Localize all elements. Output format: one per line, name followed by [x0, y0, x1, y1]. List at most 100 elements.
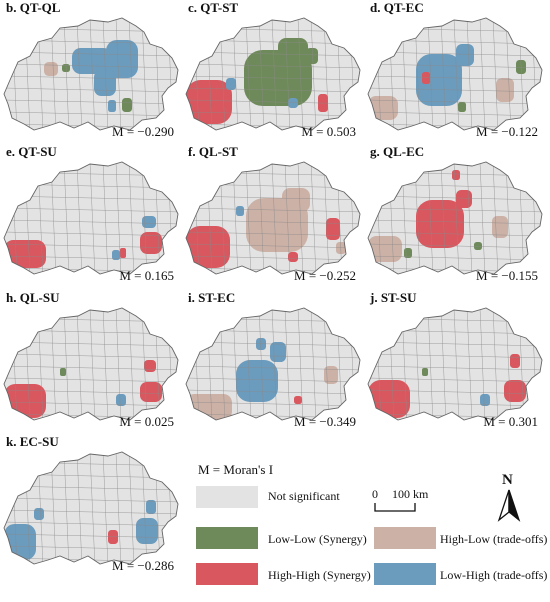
- moran-value-k: M = −0.286: [112, 558, 174, 573]
- cluster-patch-lh: [34, 508, 44, 520]
- north-arrow-icon: [497, 489, 521, 522]
- panel-title-f: f. QL-ST: [188, 144, 238, 159]
- cluster-patch-lh: [456, 44, 474, 66]
- north-label: N: [502, 472, 513, 488]
- cluster-patch-lh: [146, 500, 156, 514]
- moran-value-i: M = −0.349: [294, 414, 356, 429]
- moran-value-h: M = 0.025: [119, 414, 174, 429]
- panel-title-i: i. ST-EC: [188, 290, 236, 305]
- region-outline: [4, 452, 178, 564]
- panel-title-h: h. QL-SU: [6, 290, 60, 305]
- cluster-patch-ll: [474, 242, 482, 250]
- panel-title-k: k. EC-SU: [6, 434, 59, 449]
- panel-title-b: b. QT-QL: [6, 0, 61, 15]
- map-svg-f: [185, 161, 361, 275]
- map-svg-c: [185, 17, 361, 131]
- cluster-patch-lh: [106, 40, 138, 78]
- moran-value-g: M = −0.155: [476, 268, 538, 283]
- swatch-low-high: [374, 563, 436, 585]
- region-outline: [368, 308, 542, 420]
- cluster-patch-ll: [404, 248, 412, 258]
- panel-title-d: d. QT-EC: [370, 0, 424, 15]
- cluster-patch-hh: [120, 248, 126, 258]
- cluster-patch-lh: [108, 100, 116, 112]
- moran-value-j: M = 0.301: [483, 414, 538, 429]
- moran-value-c: M = 0.503: [301, 124, 356, 139]
- map-svg-j: [367, 307, 543, 421]
- map-panel-b: b. QT-QL M = −0.290: [2, 0, 180, 142]
- scale-distance-label: 100 km: [392, 487, 429, 501]
- swatch-not-significant: [196, 486, 258, 508]
- cluster-patch-hh: [456, 190, 472, 208]
- cluster-patch-ll: [60, 368, 66, 376]
- map-svg-b: [3, 17, 179, 131]
- cluster-patch-hl: [44, 62, 58, 76]
- panel-title-j: j. ST-SU: [370, 290, 417, 305]
- cluster-patch-hl: [336, 242, 346, 254]
- scale-bar: [374, 503, 416, 512]
- cluster-patch-lh: [116, 394, 126, 406]
- map-svg-k: [3, 451, 179, 565]
- region-outline: [4, 308, 178, 420]
- legend-label-low-high: Low-High (trade-offs): [440, 568, 548, 582]
- map-panel-k: k. EC-SU M = −0.286: [2, 434, 180, 576]
- cluster-patch-lh: [236, 206, 244, 216]
- map-panel-f: f. QL-ST M = −0.252: [184, 144, 362, 286]
- map-panel-d: d. QT-EC M = −0.122: [366, 0, 544, 142]
- swatch-high-high: [196, 563, 258, 585]
- map-panel-g: g. QL-EC M = −0.155: [366, 144, 544, 286]
- cluster-patch-hh: [294, 396, 302, 404]
- cluster-patch-lh: [226, 78, 236, 90]
- cluster-patch-hh: [510, 354, 520, 368]
- cluster-patch-lh: [270, 342, 286, 362]
- map-svg-g: [367, 161, 543, 275]
- cluster-patch-hl: [324, 366, 338, 384]
- cluster-patch-lh: [416, 54, 462, 106]
- cluster-patch-hh: [140, 232, 162, 254]
- cluster-patch-hh: [186, 80, 232, 124]
- moran-value-b: M = −0.290: [112, 124, 174, 139]
- swatch-low-low: [196, 527, 258, 549]
- moran-definition: M = Moran's I: [198, 462, 274, 477]
- cluster-patch-ll: [278, 38, 308, 62]
- swatch-high-low: [374, 527, 436, 549]
- cluster-patch-lh: [288, 98, 298, 108]
- map-panel-j: j. ST-SU M = 0.301: [366, 290, 544, 432]
- panel-title-e: e. QT-SU: [6, 144, 57, 159]
- cluster-patch-hh: [368, 380, 410, 418]
- cluster-patch-ll: [122, 98, 132, 112]
- cluster-patch-hl: [368, 236, 402, 262]
- cluster-patch-lh: [94, 70, 116, 96]
- cluster-patch-hh: [144, 360, 156, 372]
- region-outline: [4, 162, 178, 274]
- map-panel-i: i. ST-EC M = −0.349: [184, 290, 362, 432]
- legend-label-low-low: Low-Low (Synergy): [268, 532, 367, 546]
- scale-zero-label: 0: [372, 487, 378, 501]
- cluster-patch-ll: [422, 368, 428, 376]
- moran-value-f: M = −0.252: [294, 268, 356, 283]
- map-svg-i: [185, 307, 361, 421]
- cluster-patch-lh: [480, 394, 490, 406]
- map-panel-e: e. QT-SU M = 0.165: [2, 144, 180, 286]
- legend-label-high-high: High-High (Synergy): [268, 568, 371, 582]
- cluster-patch-hl: [368, 96, 398, 120]
- cluster-patch-lh: [236, 360, 278, 402]
- cluster-patch-hh: [422, 72, 430, 84]
- map-panel-c: c. QT-ST M = 0.503: [184, 0, 362, 142]
- map-svg-d: [367, 17, 543, 131]
- cluster-patch-lh: [112, 250, 120, 260]
- map-svg-h: [3, 307, 179, 421]
- legend-label-not-significant: Not significant: [268, 489, 340, 503]
- cluster-patch-hh: [326, 218, 340, 240]
- cluster-patch-hh: [186, 226, 230, 268]
- cluster-patch-hh: [416, 200, 464, 248]
- cluster-patch-lh: [256, 338, 266, 350]
- map-svg-e: [3, 161, 179, 275]
- cluster-patch-ll: [458, 102, 466, 112]
- cluster-patch-ll: [306, 48, 318, 64]
- panel-title-c: c. QT-ST: [188, 0, 239, 15]
- moran-value-d: M = −0.122: [476, 124, 538, 139]
- cluster-patch-hl: [496, 78, 514, 102]
- cluster-patch-hh: [4, 240, 46, 268]
- panel-title-g: g. QL-EC: [370, 144, 425, 159]
